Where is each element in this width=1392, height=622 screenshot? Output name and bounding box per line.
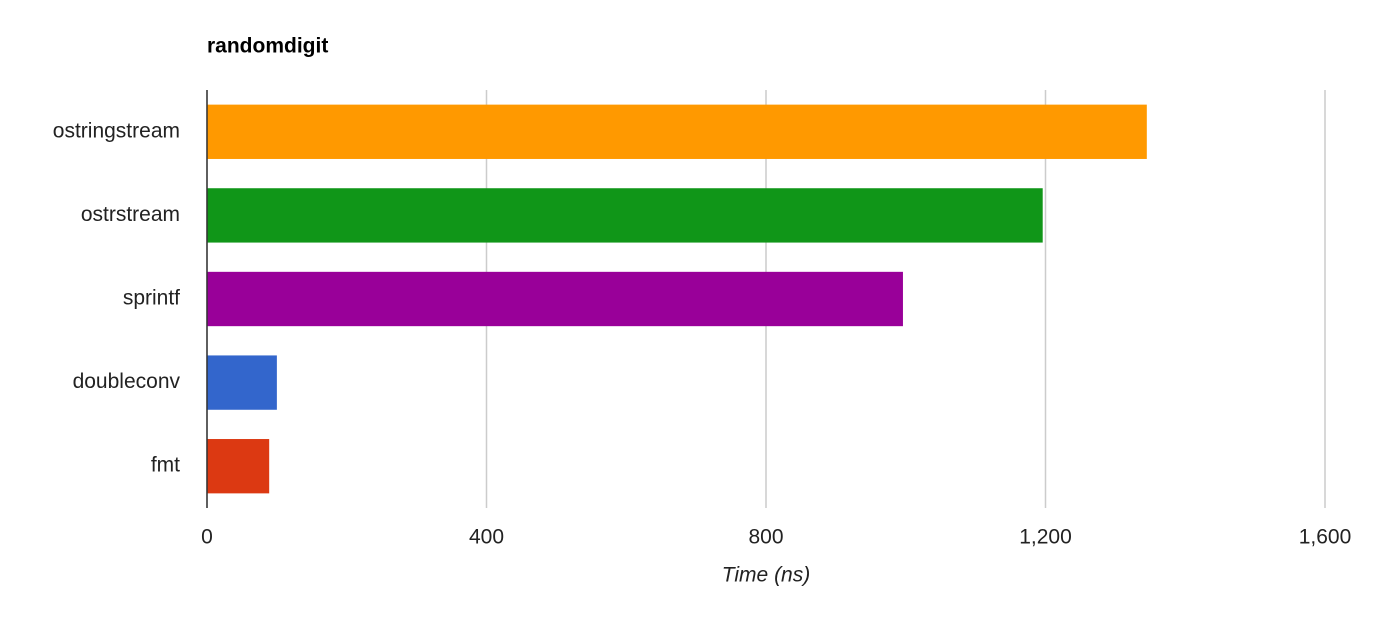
x-tick-label: 0 bbox=[201, 526, 213, 549]
bar bbox=[207, 188, 1043, 243]
x-tick-label: 1,200 bbox=[1019, 526, 1072, 549]
x-axis-label: Time (ns) bbox=[722, 564, 810, 587]
chart-title: randomdigit bbox=[207, 35, 328, 58]
y-tick-label: doubleconv bbox=[73, 370, 181, 393]
y-tick-label: ostringstream bbox=[53, 119, 180, 142]
x-tick-label: 400 bbox=[469, 526, 504, 549]
x-tick-label: 1,600 bbox=[1299, 526, 1352, 549]
bar bbox=[207, 271, 903, 327]
y-tick-label: fmt bbox=[151, 454, 180, 477]
y-tick-label: sprintf bbox=[123, 287, 180, 310]
bar bbox=[207, 439, 270, 494]
bar bbox=[207, 355, 277, 410]
y-tick-label: ostrstream bbox=[81, 203, 180, 226]
bar bbox=[207, 104, 1147, 159]
x-tick-label: 800 bbox=[748, 526, 783, 549]
